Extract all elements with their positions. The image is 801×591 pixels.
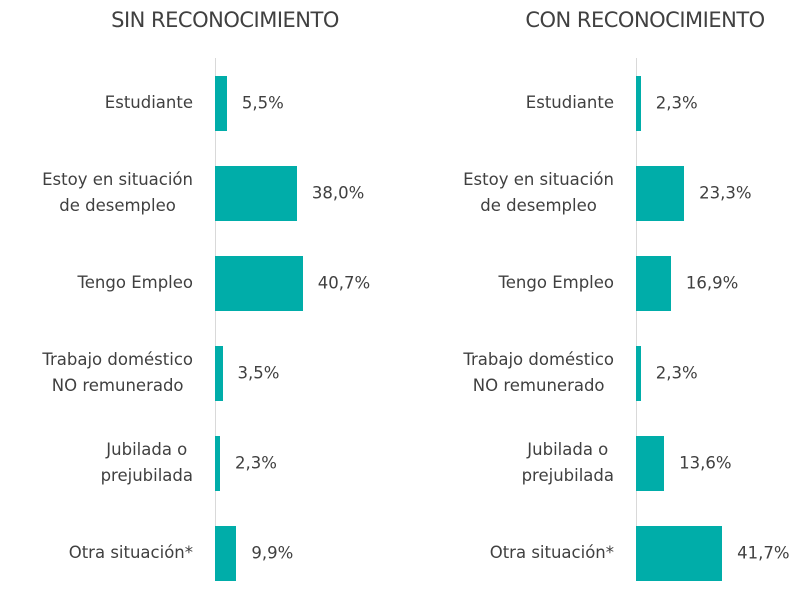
value-label: 2,3% — [234, 453, 277, 473]
category-label: Estudiante — [525, 93, 614, 112]
category-label: Tengo Empleo — [77, 273, 194, 292]
bar — [636, 165, 685, 221]
value-label: 3,5% — [237, 363, 280, 383]
value-label: 38,0% — [311, 183, 365, 203]
value-label: 9,9% — [251, 543, 294, 563]
value-label: 2,3% — [655, 93, 698, 113]
bar — [215, 255, 303, 311]
bar — [636, 255, 671, 311]
bar — [215, 525, 237, 581]
bar — [215, 165, 297, 221]
bar — [636, 345, 641, 401]
category-label: Trabajo doméstico NO remunerado — [463, 350, 614, 395]
value-label: 23,3% — [699, 183, 752, 203]
category-label: Estudiante — [104, 93, 193, 112]
bar — [636, 435, 665, 491]
category-label: Trabajo doméstico NO remunerado — [42, 350, 193, 395]
bar — [215, 435, 220, 491]
bar — [215, 345, 223, 401]
chart-title: CON RECONOCIMIENTO — [525, 8, 765, 32]
category-label: Otra situación* — [489, 543, 614, 562]
category-label: Estoy en situación de desempleo — [42, 170, 193, 215]
bar — [636, 525, 723, 581]
category-label: Jubilada o prejubilada — [100, 440, 193, 485]
value-label: 41,7% — [737, 543, 790, 563]
axis-line — [636, 58, 637, 578]
category-label: Otra situación* — [68, 543, 193, 562]
category-label: Tengo Empleo — [498, 273, 615, 292]
category-label: Jubilada o prejubilada — [521, 440, 614, 485]
value-label: 13,6% — [679, 453, 732, 473]
value-label: 2,3% — [655, 363, 698, 383]
value-label: 40,7% — [317, 273, 371, 293]
bar — [215, 75, 227, 131]
chart-title: SIN RECONOCIMIENTO — [111, 8, 339, 32]
category-label: Estoy en situación de desempleo — [463, 170, 614, 215]
value-label: 5,5% — [241, 93, 284, 113]
value-label: 16,9% — [685, 273, 739, 293]
bar — [636, 75, 641, 131]
axis-line — [215, 58, 216, 578]
